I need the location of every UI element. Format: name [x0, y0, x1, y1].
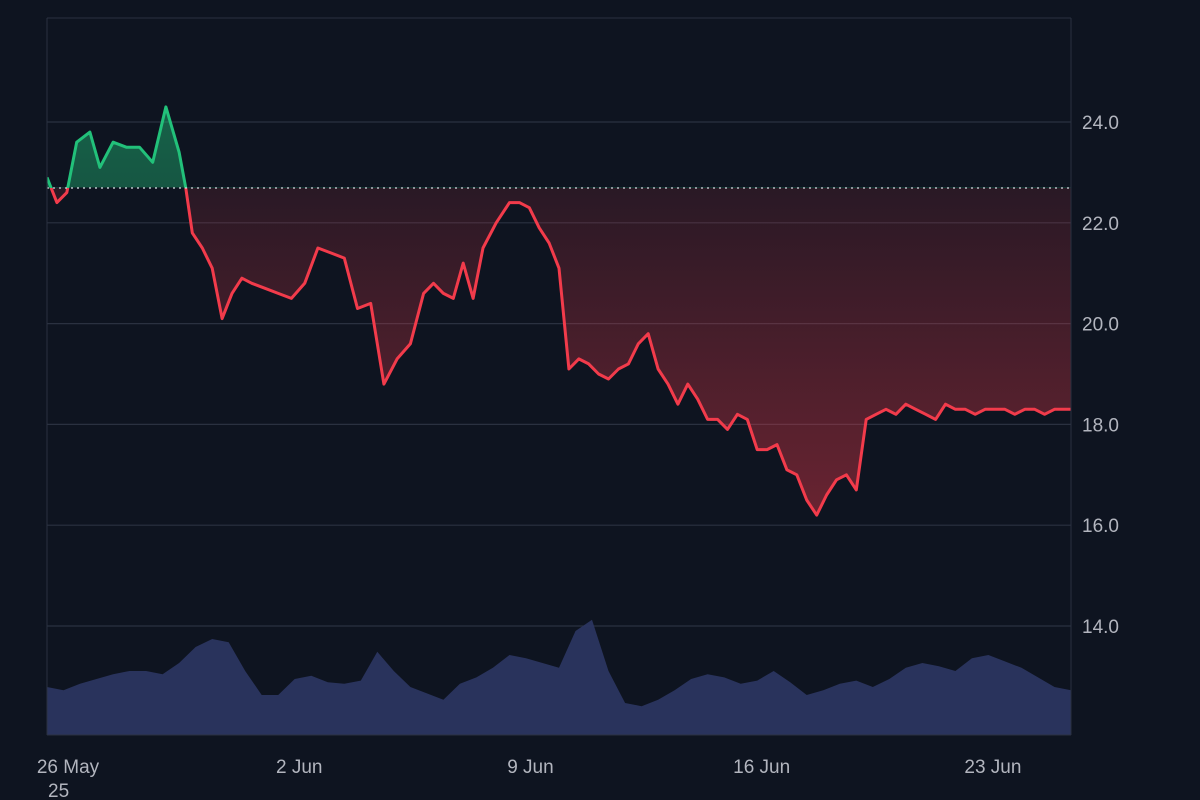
volume-area-path — [47, 619, 1071, 735]
plot-frame — [46, 17, 1072, 736]
x-axis-labels: 26 May 2 Jun 9 Jun 16 Jun 23 Jun — [37, 757, 1022, 778]
y-tick-label: 18.0 — [1082, 415, 1119, 436]
x-tick-label: 9 Jun — [507, 757, 553, 778]
up-fill — [47, 106, 1071, 188]
y-tick-label: 24.0 — [1082, 113, 1119, 134]
year-label: 25 — [48, 781, 69, 800]
down-fill — [51, 188, 1071, 516]
volume-area — [47, 619, 1071, 735]
price-line-down[interactable] — [47, 107, 1071, 517]
price-line[interactable] — [47, 105, 1071, 517]
x-tick-label: 26 May — [37, 757, 100, 778]
x-tick-label: 16 Jun — [733, 757, 790, 778]
baseline-fill — [47, 106, 1071, 516]
y-tick-label: 14.0 — [1082, 617, 1119, 638]
y-tick-label: 20.0 — [1082, 315, 1119, 336]
x-tick-label: 23 Jun — [964, 757, 1021, 778]
y-tick-label: 16.0 — [1082, 516, 1119, 537]
x-tick-label: 2 Jun — [276, 757, 322, 778]
y-tick-label: 22.0 — [1082, 214, 1119, 235]
y-axis-labels: 24.0 22.0 20.0 18.0 16.0 14.0 — [1082, 113, 1119, 638]
